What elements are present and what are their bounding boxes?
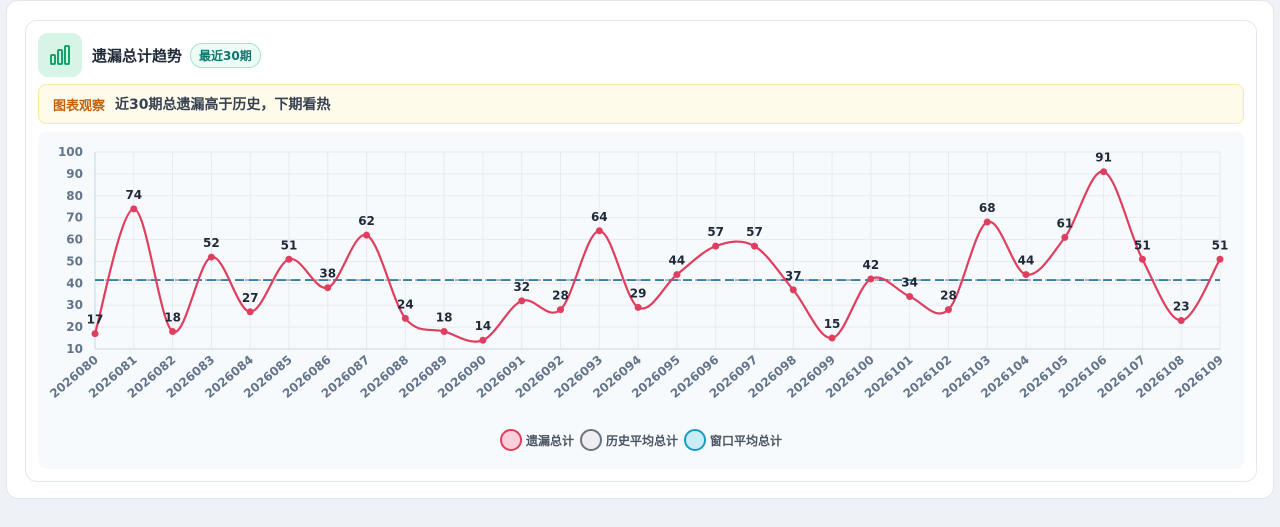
data-point[interactable] (1216, 255, 1224, 263)
data-point[interactable] (246, 308, 254, 316)
data-point[interactable] (750, 242, 758, 250)
data-label: 57 (746, 225, 763, 239)
data-point[interactable] (1061, 233, 1069, 241)
legend-label: 历史平均总计 (605, 433, 678, 448)
data-label: 52 (203, 236, 220, 250)
data-label: 27 (242, 291, 259, 305)
data-label: 51 (1212, 238, 1229, 252)
data-label: 23 (1173, 300, 1190, 314)
data-point[interactable] (983, 218, 991, 226)
data-label: 29 (630, 286, 647, 300)
data-label: 34 (901, 275, 918, 289)
data-label: 18 (164, 310, 181, 324)
data-label: 64 (591, 210, 608, 224)
data-point[interactable] (867, 275, 875, 283)
legend-item[interactable]: 遗漏总计 (499, 429, 574, 451)
data-label: 18 (436, 310, 453, 324)
data-point[interactable] (169, 327, 177, 335)
legend-item[interactable]: 历史平均总计 (579, 429, 678, 451)
data-point[interactable] (1177, 317, 1185, 325)
data-label: 61 (1056, 216, 1073, 230)
data-point[interactable] (1022, 271, 1030, 279)
data-label: 28 (552, 289, 569, 303)
data-label: 37 (785, 269, 802, 283)
data-label: 44 (1018, 254, 1035, 268)
card-title: 遗漏总计趋势 (92, 46, 183, 65)
card-header: 遗漏总计趋势 最近30期 (38, 33, 261, 77)
chart-legend: 遗漏总计 历史平均总计 窗口平均总计 (38, 427, 1244, 453)
legend-label: 遗漏总计 (525, 433, 574, 448)
data-label: 44 (669, 254, 686, 268)
data-point[interactable] (363, 231, 371, 239)
y-tick-label: 20 (66, 320, 83, 334)
bar-chart-icon (38, 33, 82, 77)
data-point[interactable] (324, 284, 332, 292)
data-point[interactable] (207, 253, 215, 261)
y-tick-label: 90 (66, 167, 83, 181)
insight-text: 近30期总遗漏高于历史，下期看热 (115, 97, 331, 113)
data-label: 62 (358, 214, 375, 228)
y-tick-label: 30 (66, 298, 83, 312)
data-label: 51 (1134, 238, 1151, 252)
chart-insight-banner: 图表观察 近30期总遗漏高于历史，下期看热 (38, 84, 1244, 124)
data-point[interactable] (518, 297, 526, 305)
data-point[interactable] (595, 227, 603, 235)
y-tick-label: 50 (66, 254, 83, 268)
data-point[interactable] (479, 336, 487, 344)
data-label: 15 (824, 317, 841, 331)
y-tick-label: 80 (66, 189, 83, 203)
y-tick-label: 10 (66, 342, 83, 356)
series-line-missing-total (93, 170, 1221, 343)
data-label: 24 (397, 297, 414, 311)
data-point[interactable] (673, 271, 681, 279)
data-label: 57 (707, 225, 724, 239)
legend-item[interactable]: 窗口平均总计 (684, 429, 782, 451)
chart-panel: 10 20 30 40 50 60 70 80 90 100 17 74 18 52 27 51 38 62 24 1… (38, 132, 1244, 469)
y-tick-label: 60 (66, 233, 83, 247)
legend-swatch (579, 429, 602, 451)
y-tick-label: 100 (58, 145, 83, 159)
legend-swatch (684, 429, 706, 451)
data-label: 91 (1095, 151, 1112, 165)
data-label: 68 (979, 201, 996, 215)
data-label: 14 (475, 319, 492, 333)
data-point[interactable] (440, 327, 448, 335)
data-label: 74 (125, 188, 142, 202)
data-label: 38 (319, 267, 336, 281)
data-point[interactable] (906, 292, 914, 300)
data-label: 32 (513, 280, 530, 294)
data-point[interactable] (1100, 168, 1108, 176)
data-point[interactable] (712, 242, 720, 250)
period-badge: 最近30期 (190, 42, 261, 68)
y-tick-label: 40 (66, 276, 83, 290)
page-container: 遗漏总计趋势 最近30期 图表观察 近30期总遗漏高于历史，下期看热 10 20 3… (6, 0, 1274, 499)
trend-card: 遗漏总计趋势 最近30期 图表观察 近30期总遗漏高于历史，下期看热 10 20 3… (25, 20, 1257, 482)
data-point[interactable] (557, 306, 565, 314)
legend-swatch (499, 429, 522, 451)
data-label: 17 (87, 313, 104, 327)
data-label: 28 (940, 289, 957, 303)
data-label: 51 (281, 238, 298, 252)
insight-tag: 图表观察 (53, 98, 106, 114)
data-point[interactable] (285, 255, 293, 263)
data-point[interactable] (828, 334, 836, 342)
y-tick-label: 70 (66, 211, 83, 225)
data-point[interactable] (634, 303, 642, 311)
data-label: 42 (863, 258, 880, 272)
data-point[interactable] (91, 330, 99, 338)
data-point[interactable] (130, 205, 138, 213)
data-point[interactable] (401, 314, 409, 322)
data-point[interactable] (789, 286, 797, 294)
data-point[interactable] (944, 306, 952, 314)
line-chart: 10 20 30 40 50 60 70 80 90 100 17 74 18 52 27 51 38 62 24 1… (47, 145, 1229, 401)
legend-label: 窗口平均总计 (710, 433, 783, 448)
data-point[interactable] (1138, 255, 1146, 263)
